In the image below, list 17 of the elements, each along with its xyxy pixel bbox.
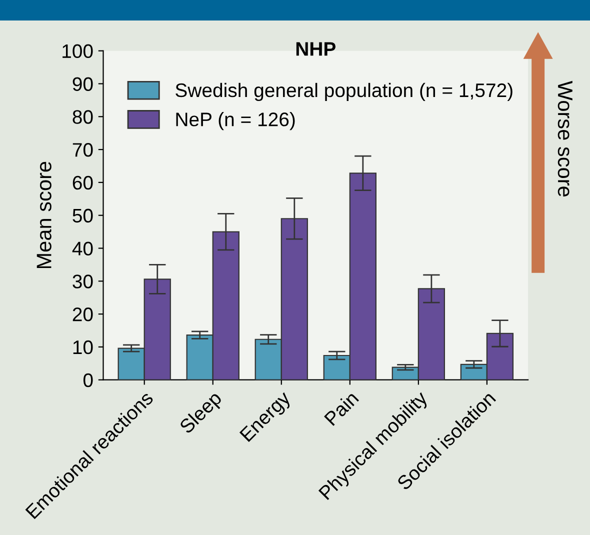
y-axis-title: Mean score (36, 162, 52, 268)
y-tick-label: 20 (72, 308, 93, 322)
y-tick-label: 40 (72, 242, 93, 256)
x-tick-label: Pain (324, 390, 360, 426)
y-tick-label: 80 (72, 110, 93, 124)
y-tick-label: 50 (72, 208, 93, 223)
y-tick-label: 70 (72, 143, 93, 157)
y-tick-label: 60 (72, 176, 93, 190)
y-tick-label: 10 (73, 340, 93, 354)
y-tick-label: 100 (62, 44, 93, 58)
text: Worse score (558, 80, 572, 196)
legend-label: NeP (n = 126) (176, 112, 295, 130)
chart-title: NHP (296, 42, 336, 56)
y-tick-label: 0 (83, 373, 93, 388)
y-tick-label: 90 (72, 77, 93, 91)
y-tick-label: 30 (72, 274, 93, 288)
legend-label: Swedish general population (n = 1,572) (176, 82, 512, 102)
